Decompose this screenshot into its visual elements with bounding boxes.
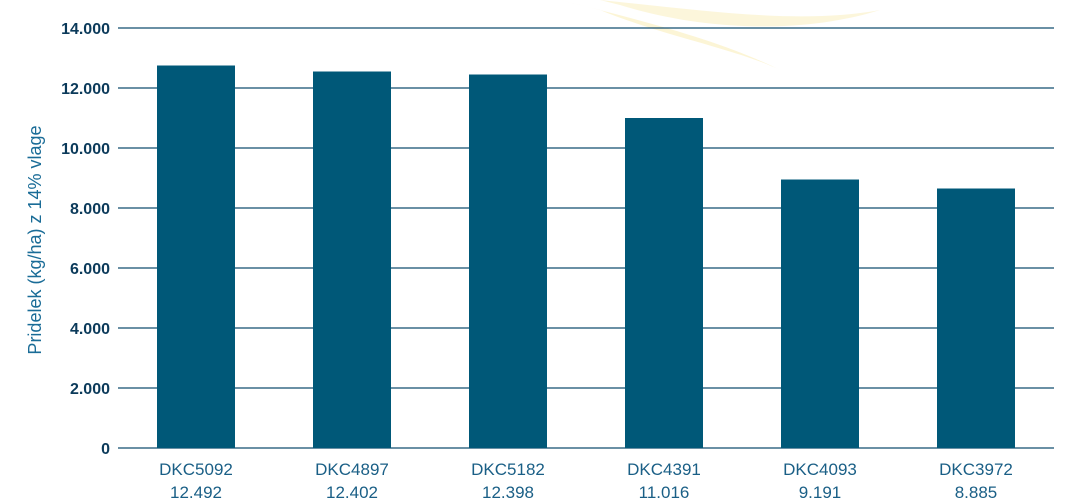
y-tick-label: 0: [101, 441, 110, 458]
y-tick-label: 10.000: [61, 141, 110, 158]
y-tick-label: 12.000: [61, 81, 110, 98]
category-label: DKC3972: [939, 460, 1013, 479]
bar-dkc5092: [157, 65, 235, 448]
category-value-label: 12.402: [326, 483, 378, 502]
category-label: DKC5182: [471, 460, 545, 479]
category-label: DKC4897: [315, 460, 389, 479]
background-watermark: [560, 0, 880, 70]
y-tick-label: 6.000: [70, 261, 110, 278]
x-category-labels: DKC5092 12.492 DKC4897 12.402 DKC5182 12.398 D…: [159, 460, 1013, 502]
category-value-label: 11.016: [639, 483, 690, 502]
category-value-label: 12.398: [482, 483, 534, 502]
y-tick-label: 4.000: [70, 321, 110, 338]
bar-dkc3972: [937, 188, 1015, 448]
y-tick-label: 8.000: [70, 201, 110, 218]
y-tick-label: 14.000: [61, 21, 110, 38]
bar-dkc5182: [469, 74, 547, 448]
category-label: DKC4093: [783, 460, 857, 479]
category-value-label: 8.885: [955, 483, 998, 502]
y-tick-labels: 0 2.000 4.000 6.000 8.000 10.000 12.000 14.000: [61, 21, 110, 458]
category-label: DKC4391: [627, 460, 701, 479]
y-axis-title: Pridelek (kg/ha) z 14% vlage: [25, 125, 45, 354]
category-value-label: 9.191: [799, 483, 842, 502]
watermark-swoosh-2: [600, 0, 880, 27]
grid-lines: [118, 27, 1054, 449]
category-value-label: 12.492: [170, 483, 222, 502]
bar-dkc4897: [313, 71, 391, 448]
bar-dkc4391: [625, 118, 703, 448]
bars: [157, 65, 1015, 448]
bar-dkc4093: [781, 179, 859, 448]
category-label: DKC5092: [159, 460, 233, 479]
y-tick-label: 2.000: [70, 381, 110, 398]
